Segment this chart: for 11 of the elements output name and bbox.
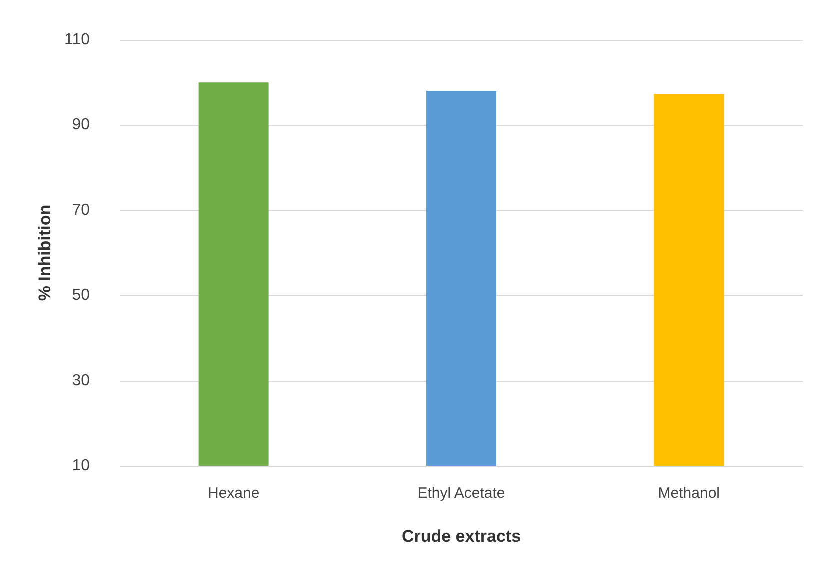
y-tick-label: 70 [72, 202, 90, 219]
y-tick-label: 30 [72, 372, 90, 390]
y-tick-label: 50 [72, 287, 90, 304]
x-axis-title: Crude extracts [402, 527, 522, 546]
y-tick-label: 90 [72, 116, 90, 134]
x-tick-label: Ethyl Acetate [418, 485, 506, 502]
x-tick-label: Hexane [208, 485, 260, 502]
y-tick-label: 110 [64, 32, 90, 48]
x-tick-label: Methanol [658, 485, 720, 502]
y-tick-label: 10 [72, 458, 90, 474]
y-axis-title: % Inhibition [36, 204, 55, 302]
